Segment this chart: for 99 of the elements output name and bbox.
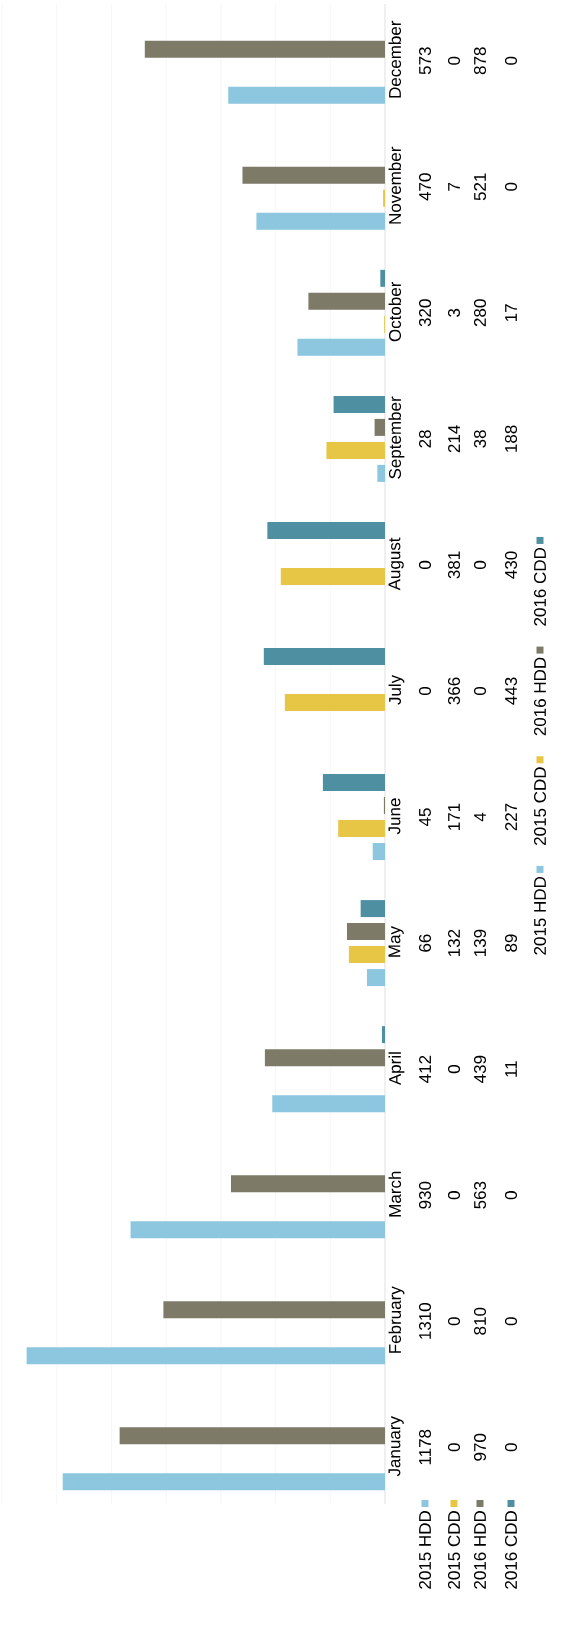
data-label: 521: [473, 173, 487, 201]
data-label: 66: [418, 934, 432, 952]
bar: [242, 166, 385, 184]
bar: [326, 441, 385, 459]
bar: [272, 1095, 385, 1113]
data-label: 810: [473, 1307, 487, 1335]
data-label: 0: [504, 1317, 518, 1326]
data-label: 0: [447, 56, 461, 65]
bar: [119, 1427, 385, 1445]
bar: [267, 521, 385, 539]
data-label: 4: [474, 812, 486, 822]
data-label: 132: [447, 929, 461, 956]
bar: [284, 693, 385, 711]
legend-label: 2016 CDD: [533, 547, 547, 626]
data-label: 11: [505, 1061, 517, 1077]
data-label: 7: [448, 182, 460, 191]
data-label: 1310: [418, 1302, 432, 1339]
data-label: 439: [473, 1055, 487, 1083]
legend-label: 2015 CDD: [533, 767, 547, 845]
y-tick-label: March: [388, 1171, 402, 1217]
y-tick-label: September: [388, 396, 405, 479]
bar: [264, 1049, 385, 1067]
bar: [130, 1221, 385, 1239]
bar: [256, 212, 385, 230]
bar: [374, 418, 385, 436]
data-label: 366: [447, 677, 461, 705]
legend-label: 2016 HDD: [473, 1511, 487, 1589]
bar: [380, 269, 385, 287]
data-label: 0: [504, 56, 518, 65]
y-tick-label: January: [388, 1416, 404, 1477]
data-label: 0: [504, 1443, 518, 1452]
data-label: 0: [447, 1065, 461, 1074]
legend-label: 2015 HDD: [418, 1511, 432, 1589]
data-label: 970: [473, 1433, 487, 1461]
data-label: 563: [473, 1181, 487, 1209]
data-label: 227: [505, 803, 517, 831]
data-label: 0: [473, 560, 487, 569]
bar: [230, 1175, 385, 1193]
bar: [322, 774, 385, 792]
data-label: 188: [504, 425, 518, 452]
data-label: 878: [473, 47, 487, 75]
bar: [297, 338, 385, 356]
text: 2015 HDD: [533, 876, 547, 955]
data-label: 3: [447, 308, 461, 317]
data-label: 0: [447, 1317, 461, 1326]
data-label: 139: [473, 929, 487, 956]
data-label: 443: [504, 677, 518, 705]
data-label: 1178: [418, 1429, 432, 1465]
bar: [366, 969, 385, 987]
y-tick-label: May: [388, 926, 404, 957]
bar: [377, 464, 385, 482]
data-label: 28: [418, 430, 432, 448]
data-label: 0: [473, 686, 487, 696]
bar: [263, 647, 385, 665]
text: 2016 HDD: [533, 657, 547, 736]
bar: [333, 395, 385, 413]
data-label: 381: [447, 551, 461, 579]
bar: [144, 40, 385, 58]
data-label: 430: [504, 551, 518, 579]
y-tick-label: October: [388, 281, 402, 342]
bar: [228, 86, 385, 104]
data-label: 0: [504, 1191, 518, 1200]
bar: [346, 923, 385, 941]
y-tick-label: August: [388, 537, 404, 591]
data-label: 0: [418, 560, 432, 569]
bar: [372, 843, 385, 861]
bar: [62, 1473, 385, 1491]
y-tick-label: June: [388, 798, 401, 835]
data-label: 0: [418, 686, 432, 696]
text: 2015 CDD: [447, 1511, 461, 1589]
data-label: 171: [448, 803, 460, 830]
bar: [280, 567, 385, 585]
data-label: 45: [419, 808, 431, 827]
bar: [163, 1301, 385, 1319]
data-label: 0: [447, 1443, 461, 1452]
data-label: 320: [418, 299, 432, 327]
bar: [26, 1347, 385, 1365]
data-label: 17: [505, 304, 517, 321]
text: 2016 CDD: [504, 1511, 518, 1589]
bar: [348, 946, 385, 964]
y-tick-label: February: [388, 1286, 405, 1353]
y-tick-label: December: [388, 20, 402, 98]
bar: [381, 1026, 385, 1044]
y-tick-label: April: [388, 1052, 405, 1086]
data-label: 38: [473, 430, 487, 448]
data-label: 930: [418, 1181, 432, 1209]
data-label: 412: [419, 1055, 431, 1083]
data-label: 0: [447, 1191, 461, 1200]
y-tick-label: July: [388, 674, 405, 705]
bar: [338, 820, 385, 838]
data-label: 214: [448, 425, 460, 453]
bar: [308, 292, 385, 310]
data-label: 573: [418, 47, 432, 75]
data-label: 280: [473, 299, 487, 327]
y-tick-label: November: [388, 146, 402, 224]
data-label: 470: [418, 173, 432, 201]
data-label: 89: [504, 934, 518, 952]
bar: [360, 900, 385, 918]
data-label: 0: [504, 182, 518, 191]
